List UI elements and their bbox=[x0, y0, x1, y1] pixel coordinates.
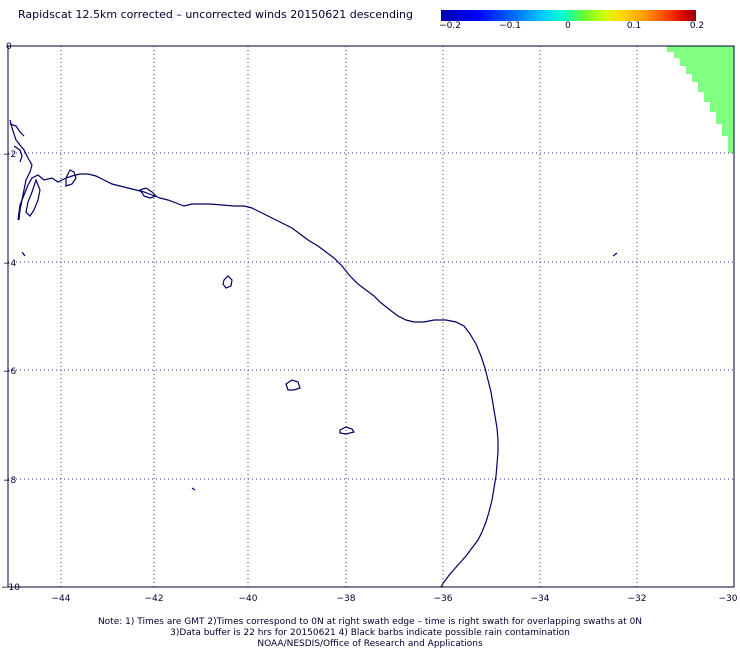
x-tick-label: −40 bbox=[239, 594, 258, 604]
islands bbox=[21, 251, 618, 491]
swath-coverage-area bbox=[667, 46, 734, 153]
note-line-3: NOAA/NESDIS/Office of Research and Appli… bbox=[257, 639, 483, 649]
colorbar-tick-label: −0.2 bbox=[439, 21, 461, 31]
x-tick-label: −34 bbox=[531, 594, 550, 604]
coastline bbox=[9, 119, 499, 588]
map-title: Rapidscat 12.5km corrected – uncorrected… bbox=[18, 8, 414, 21]
x-tick-label: −38 bbox=[337, 594, 356, 604]
note-line-2: 3)Data buffer is 22 hrs for 20150621 4) … bbox=[170, 628, 570, 638]
note-line-1: Note: 1) Times are GMT 2)Times correspon… bbox=[97, 617, 643, 627]
y-tick-label: −6 bbox=[3, 367, 17, 377]
y-tick-label: −10 bbox=[1, 583, 20, 593]
map-frame bbox=[7, 45, 735, 588]
colorbar-tick-label: 0.2 bbox=[689, 21, 705, 31]
y-tick-label: −2 bbox=[3, 150, 16, 160]
y-tick-label: −4 bbox=[3, 259, 17, 269]
x-tick-label: −30 bbox=[719, 594, 738, 604]
x-tick-label: −32 bbox=[628, 594, 647, 604]
colorbar-tick-label: 0.1 bbox=[626, 21, 642, 31]
colorbar-tick-label: −0.1 bbox=[499, 21, 521, 31]
color-scale-bar bbox=[441, 10, 696, 21]
x-tick-label: −36 bbox=[434, 594, 453, 604]
x-tick-label: −42 bbox=[145, 594, 164, 604]
x-tick-label: −44 bbox=[52, 594, 71, 604]
colorbar-tick-label: 0 bbox=[565, 21, 571, 31]
y-tick-label: −8 bbox=[3, 476, 17, 486]
y-tick-label: 0 bbox=[6, 42, 12, 52]
lat-lon-grid bbox=[8, 46, 734, 587]
